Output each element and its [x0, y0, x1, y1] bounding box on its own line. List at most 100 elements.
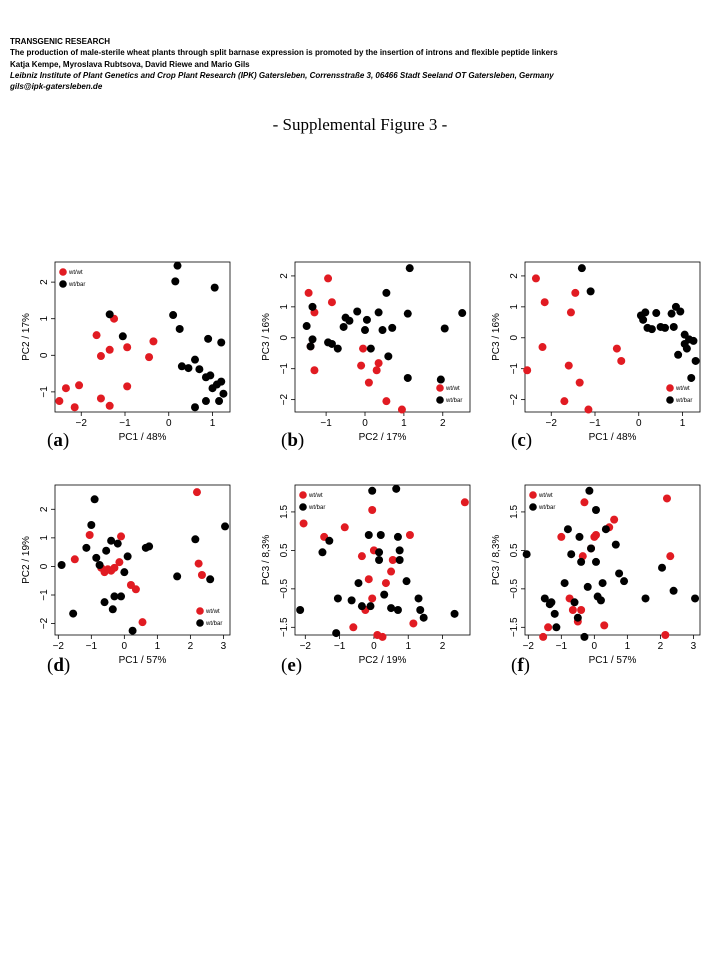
data-point	[327, 298, 336, 307]
data-point	[308, 302, 317, 311]
data-point	[568, 606, 577, 614]
data-point	[522, 550, 531, 559]
data-point	[662, 494, 671, 503]
data-point	[177, 362, 186, 371]
x-tick-label: 0	[122, 641, 128, 652]
data-point	[175, 324, 184, 333]
data-point	[308, 335, 317, 344]
data-point	[197, 571, 206, 579]
legend-marker	[529, 503, 537, 511]
data-point	[591, 506, 600, 514]
data-point	[366, 344, 375, 353]
x-axis-label: PC1 / 48%	[119, 432, 167, 443]
data-point	[666, 552, 675, 561]
data-point	[591, 557, 600, 566]
x-tick-label: 1	[625, 641, 631, 652]
data-point	[564, 361, 573, 370]
data-point	[96, 352, 105, 361]
plot-frame	[524, 261, 701, 413]
data-point	[304, 288, 313, 297]
data-point	[206, 575, 215, 584]
data-point	[414, 594, 423, 603]
x-tick-label: −2	[546, 418, 558, 429]
data-point	[523, 366, 532, 375]
data-point	[102, 546, 111, 555]
data-point	[117, 592, 126, 601]
x-tick-label: 0	[592, 641, 598, 652]
x-tick-label: −2	[523, 641, 535, 652]
legend-label: wt/wt	[205, 609, 220, 615]
y-tick-label: −0.5	[509, 579, 520, 599]
y-axis-label: PC3 / 8,3%	[491, 535, 502, 586]
data-point	[544, 623, 553, 632]
legend-marker	[299, 491, 307, 499]
data-point	[194, 559, 203, 568]
scatter-plot-d: −2 −1 0 1 2 3 −2 −1 0 1 2 PC1 / 57% PC2 / 19% wt/wt wt…	[21, 484, 231, 666]
x-tick-label: 2	[440, 418, 446, 429]
legend-marker	[59, 280, 67, 288]
plot-frame	[54, 484, 231, 636]
data-point	[110, 563, 119, 572]
data-point	[362, 315, 371, 324]
data-point	[382, 397, 391, 406]
data-point	[538, 343, 547, 352]
legend-marker	[299, 503, 307, 511]
data-point	[333, 594, 342, 603]
x-tick-label: 3	[221, 641, 227, 652]
data-point	[682, 344, 691, 353]
data-point	[575, 378, 584, 387]
data-point	[570, 598, 579, 607]
data-point	[577, 264, 586, 273]
legend-label: wt/bar	[538, 505, 555, 511]
y-tick-label: 1.5	[279, 505, 290, 519]
plot-frame	[54, 261, 231, 413]
data-point	[587, 544, 596, 553]
data-point	[387, 567, 396, 576]
data-point	[361, 326, 369, 335]
data-point	[584, 405, 593, 414]
y-tick-label: −2	[279, 393, 290, 405]
y-tick-label: 1	[39, 535, 50, 541]
y-tick-label: 0	[39, 563, 50, 569]
y-tick-label: 1.5	[509, 505, 520, 519]
data-point	[327, 339, 336, 348]
data-point	[652, 309, 661, 318]
data-point	[100, 598, 109, 607]
data-point	[145, 353, 154, 362]
data-point	[118, 332, 127, 341]
data-point	[580, 498, 589, 507]
x-axis-label: PC2 / 19%	[359, 655, 407, 666]
data-point	[57, 561, 66, 569]
data-point	[113, 539, 122, 548]
data-point	[387, 604, 396, 613]
data-point	[123, 382, 132, 391]
data-point	[368, 506, 377, 514]
data-point	[296, 606, 305, 614]
data-point	[388, 323, 397, 332]
paper-title: The production of male-sterile wheat pla…	[10, 48, 558, 58]
data-point	[374, 359, 383, 368]
data-point	[95, 561, 104, 569]
data-point	[381, 579, 390, 588]
data-point	[647, 325, 656, 334]
y-tick-label: −2	[39, 617, 50, 629]
y-tick-label: 0.5	[509, 543, 520, 557]
data-point	[372, 366, 381, 375]
y-tick-label: 0.5	[279, 543, 290, 557]
data-point	[566, 308, 575, 317]
data-point	[302, 322, 311, 331]
y-axis-label: PC2 / 17%	[21, 313, 32, 361]
journal-name: TRANSGENIC RESEARCH	[10, 37, 111, 46]
y-axis-label: PC3 / 16%	[491, 313, 502, 361]
data-point	[219, 389, 228, 398]
data-point	[324, 274, 333, 283]
data-point	[639, 315, 648, 324]
data-point	[333, 344, 342, 353]
data-point	[669, 586, 678, 595]
x-axis-label: PC1 / 57%	[589, 655, 637, 666]
data-point	[615, 569, 624, 578]
legend-marker	[196, 619, 204, 627]
data-point	[204, 334, 213, 343]
data-point	[120, 568, 129, 577]
data-point	[557, 532, 566, 541]
